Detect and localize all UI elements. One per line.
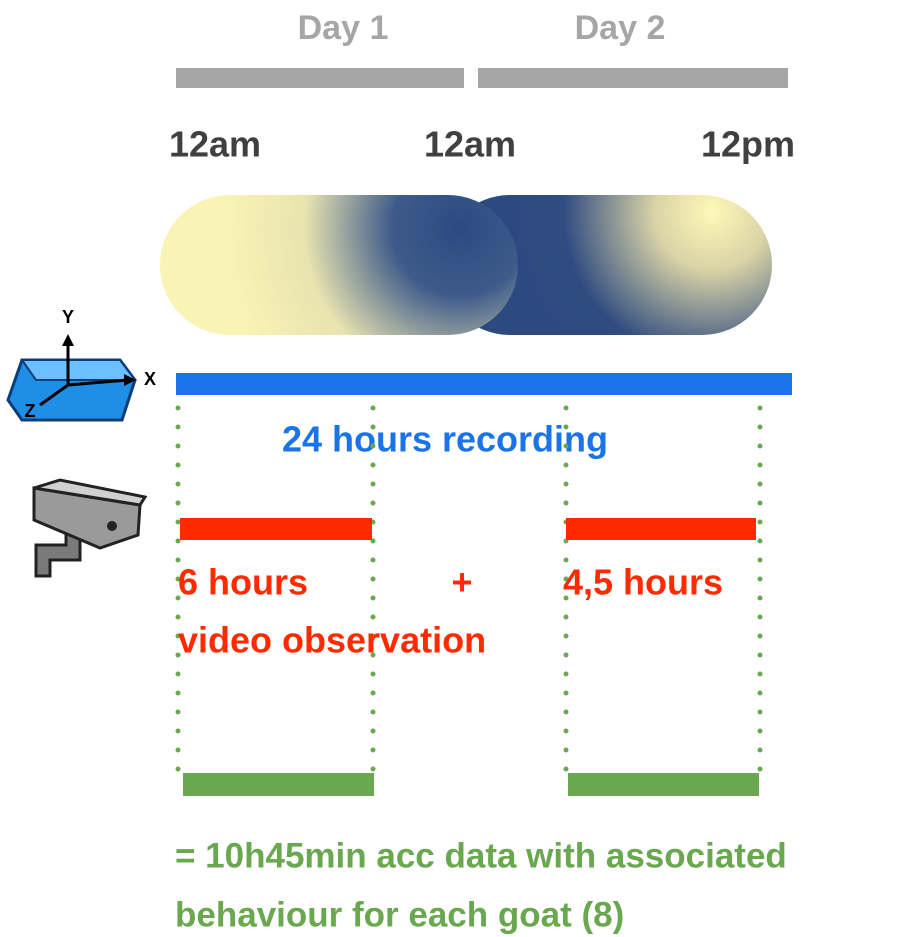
recording-bar [176, 373, 792, 395]
result-bar [568, 773, 759, 796]
result-text: = 10h45min acc data with associated [175, 836, 787, 875]
result-bar [183, 773, 374, 796]
axis-label: X [144, 369, 156, 389]
time-label: 12am [424, 124, 516, 165]
day-bar [176, 68, 464, 88]
axis-label: Z [25, 401, 36, 421]
accelerometer-icon: Y X Z [6, 307, 156, 422]
day-label: Day 1 [298, 9, 389, 47]
time-label: 12am [169, 124, 261, 165]
recording-label: 24 hours recording [282, 419, 608, 460]
camera-icon [32, 478, 148, 578]
video-bar [180, 518, 372, 540]
video-label: video observation [178, 620, 486, 661]
plus-sign: + [451, 562, 472, 603]
video-bar [566, 518, 756, 540]
day-night-pill [160, 195, 518, 335]
video-segment-label: 4,5 hours [563, 562, 723, 603]
day-label: Day 2 [575, 9, 666, 47]
axis-label: Y [62, 307, 74, 327]
day-night-pill [440, 195, 772, 335]
video-segment-label: 6 hours [178, 562, 308, 603]
result-text: behaviour for each goat (8) [175, 895, 624, 934]
day-bar [478, 68, 788, 88]
time-label: 12pm [701, 124, 795, 165]
